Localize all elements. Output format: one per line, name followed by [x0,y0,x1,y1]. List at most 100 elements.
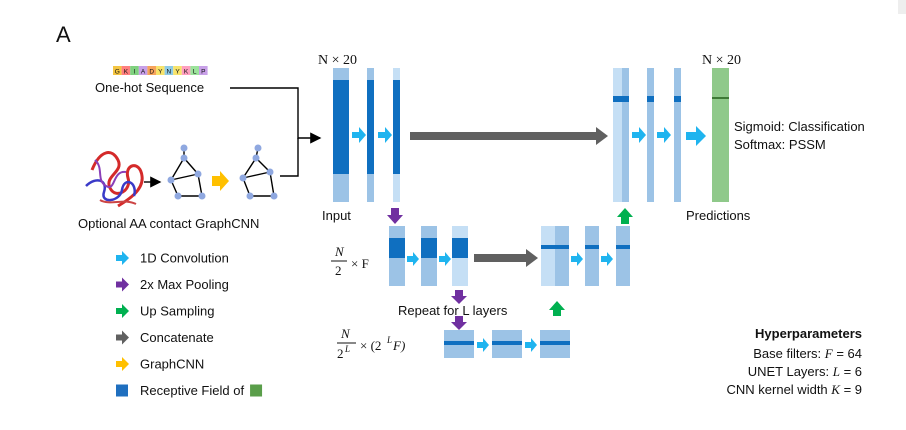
sequence-residue-cell [121,66,131,75]
legend-item-label: 1D Convolution [140,251,229,266]
conv-arrow-icon [632,127,646,143]
input-size-label: N × 20 [318,53,357,68]
legend-item-label: 2x Max Pooling [140,277,229,292]
conv-arrow-icon [601,252,613,266]
sequence-residue-letter: Y [175,69,180,76]
svg-text:L: L [386,335,392,345]
output-position-marker [712,97,729,99]
output-layer-block [712,68,729,202]
scale-level-L-label: N 2 L × (2 L F) [337,326,405,361]
contact-graph-icon [167,144,206,200]
svg-text:L: L [344,344,350,354]
sequence-residue-cell [181,66,191,75]
contact-graph-icon-2 [239,144,278,200]
panel-label: A [56,22,71,47]
edge-shadow [898,0,906,14]
decoder-receptive-field [647,96,654,102]
sequence-residue-cell [138,66,148,75]
conv-arrow-icon [657,127,671,143]
conv-arrow-icon [686,126,706,146]
hyperparameters-list: Base filters: F = 64 UNET Layers: L = 6 CN… [727,346,862,397]
encoder-level2-receptive-field [452,238,468,258]
svg-text:F): F) [392,338,405,353]
sequence-residue-letter: K [124,69,129,76]
legend-arrow-icon [116,330,129,345]
legend-arrow-icon [116,357,129,371]
encoder-receptive-field [367,80,374,174]
sequence-residue-letter: I [134,69,136,76]
decoder-level2-block [616,226,630,286]
max-pool-arrow-icon [387,208,403,224]
graph-connector-line [280,138,299,177]
conv-arrow-icon [477,338,489,352]
sigmoid-label: Sigmoid: Classification [734,119,865,134]
protein-structure-icon [85,151,144,208]
sequence-residue-cell [130,66,139,75]
svg-text:N: N [340,326,351,341]
svg-text:× F: × F [351,256,369,271]
conv-arrow-icon [407,252,419,266]
receptive-field-square-icon [116,384,128,397]
input-label: Input [322,208,351,223]
output-size-label: N × 20 [702,53,741,68]
legend-item-label: GraphCNN [140,357,204,372]
sequence-residue-letter: A [141,69,146,76]
conv-arrow-icon [352,127,366,143]
decoder-receptive-field [613,96,629,102]
sequence-residue-cell [190,66,199,75]
sequence-residue-cell [164,66,174,75]
decoder-receptive-field [674,96,681,102]
legend: 1D Convolution 2x Max Pooling Up Sampling C… [116,251,263,398]
legend-item-label: Concatenate [140,330,214,345]
sequence-residue-letter: D [149,69,154,76]
svg-text:N: N [334,244,345,259]
decoder-level2-block [585,226,599,286]
scale-level-1-label: N 2 × F [331,244,369,278]
sequence-residue-letter: G [115,69,120,76]
sequence-residue-letter: L [193,69,197,76]
concatenate-arrow-icon [474,249,538,267]
encoder-level2-receptive-field [389,238,405,258]
repeat-label: Repeat for L layers [398,303,508,318]
sequence-residue-cell [199,66,208,75]
decoder-conv-block [674,68,681,202]
output-green-square-icon [250,384,263,397]
softmax-label: Softmax: PSSM [734,137,826,152]
conv-arrow-icon [439,252,451,266]
sequence-residue-letter: K [184,69,189,76]
hyperparameter-row: CNN kernel width K = 9 [727,382,862,397]
encoder-receptive-field [393,80,400,174]
decoder-concat-block-inner [622,68,629,202]
sequence-residue-cell [173,66,182,75]
sequence-residue-letter: Y [158,69,163,76]
predictions-label: Predictions [686,208,751,223]
input-receptive-field [333,80,349,174]
max-pool-arrow-icon [451,290,467,304]
decoder-level2-receptive-field [585,245,599,249]
svg-text:2: 2 [337,346,344,361]
graphcnn-arrow-icon [212,171,229,191]
one-hot-label: One-hot Sequence [95,80,204,95]
bottleneck-receptive-field [444,341,474,345]
conv-arrow-icon [525,338,537,352]
legend-item-label: Up Sampling [140,304,214,319]
decoder-level2-concat-inner [555,226,569,286]
legend-arrow-icon [116,251,129,265]
sequence-residue-letter: P [201,69,205,76]
decoder-level2-receptive-field [616,245,630,249]
concatenate-arrow-icon [410,127,608,145]
sequence-residue-cell [156,66,165,75]
graph-label: Optional AA contact GraphCNN [78,216,259,231]
hyperparameter-row: Base filters: F = 64 [753,346,862,361]
hyperparameter-row: UNET Layers: L = 6 [748,364,862,379]
conv-arrow-icon [571,252,583,266]
sequence-residue-letter: N [167,69,172,76]
legend-item-label: Receptive Field of [140,383,244,398]
svg-text:× (2: × (2 [360,338,381,353]
decoder-level2-receptive-field [541,245,569,249]
decoder-conv-block [647,68,654,202]
bottleneck-receptive-field [492,341,522,345]
legend-arrow-icon [116,304,129,318]
